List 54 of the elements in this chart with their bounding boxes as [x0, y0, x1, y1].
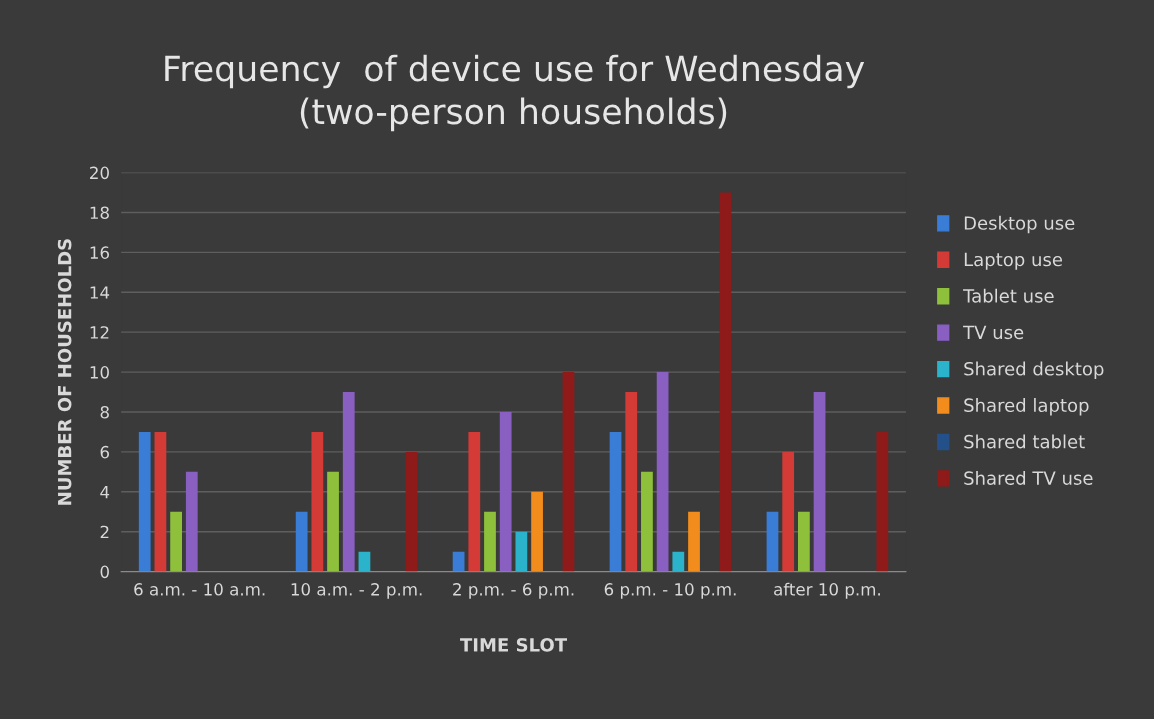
legend-label: Desktop use [964, 215, 1075, 234]
legend-label: Tablet use [963, 288, 1054, 303]
bar [138, 431, 151, 572]
x-tick-label: 2 p.m. - 6 p.m. [453, 583, 574, 599]
x-axis-title: TIME SLOT [460, 638, 567, 652]
bar [672, 551, 685, 572]
bar [154, 431, 167, 572]
bar [484, 511, 496, 572]
bar [876, 431, 889, 572]
bar [688, 511, 700, 572]
bar [468, 431, 481, 572]
legend-label: Laptop use [964, 252, 1063, 270]
bar [625, 392, 638, 572]
y-tick-label: 8 [100, 405, 109, 419]
y-tick-label: 20 [90, 166, 109, 180]
y-tick-label: 16 [90, 246, 110, 259]
bar [797, 511, 810, 572]
y-tick-label: 0 [100, 565, 109, 579]
bar [311, 431, 324, 572]
bar [641, 471, 653, 572]
bar [327, 471, 339, 572]
bar [656, 372, 669, 572]
x-tick-label: 10 a.m. - 2 p.m. [291, 583, 422, 599]
bar [342, 392, 355, 572]
bar [562, 372, 575, 572]
bar [719, 192, 732, 572]
bar [499, 411, 512, 572]
y-tick-label: 14 [90, 286, 110, 299]
legend-label: Shared tablet [964, 434, 1085, 449]
x-tick-label: after 10 p.m. [774, 582, 880, 599]
y-tick-label: 2 [100, 525, 109, 539]
x-tick-label: 6 p.m. - 10 p.m. [604, 583, 736, 599]
legend-label: Shared desktop [964, 361, 1104, 380]
bar [185, 471, 198, 572]
bar [609, 431, 622, 572]
legend-label: Shared laptop [964, 398, 1089, 416]
y-tick-label: 6 [100, 445, 110, 459]
y-axis-title: NUMBER OF HOUSEHOLDS [57, 239, 72, 505]
y-tick-label: 12 [90, 326, 109, 339]
bar [782, 451, 795, 572]
legend-label: TV use [963, 325, 1024, 340]
bar [766, 511, 779, 572]
bar [170, 511, 182, 572]
y-tick-label: 18 [90, 206, 109, 220]
legend-label: Shared TV use [964, 470, 1093, 485]
bar [515, 531, 528, 572]
chart-title: Frequency of device use for Wednesday (two-person households) [165, 54, 865, 132]
bar [295, 511, 308, 572]
bar [813, 392, 826, 572]
bar [405, 451, 418, 572]
y-tick-label: 4 [100, 485, 110, 499]
x-tick-label: 6 a.m. - 10 a.m. [134, 583, 265, 596]
y-tick-label: 10 [90, 366, 109, 379]
bar [531, 491, 543, 572]
